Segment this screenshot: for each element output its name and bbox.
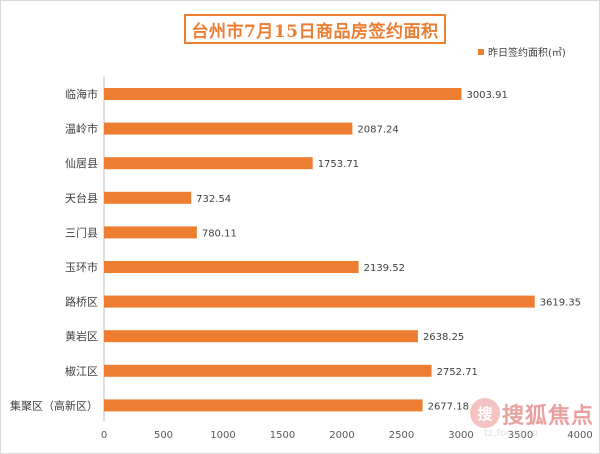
bar [104,226,197,239]
watermark-text: 搜狐焦点 [502,404,595,429]
watermark: 搜 搜狐焦点 tz.focus.cn [470,396,596,444]
category-label: 黄岩区 [65,329,98,343]
data-label: 732.54 [196,194,231,205]
data-label: 2087.24 [357,125,398,136]
legend: 昨日签约面积(㎡) [478,44,566,59]
legend-swatch [478,48,484,55]
chart-title: 台州市7月15日商品房签约面积 [191,21,439,42]
x-tick-label: 2000 [329,430,354,441]
bar [104,88,462,100]
x-tick-label: 4000 [567,430,592,441]
category-label: 路桥区 [65,296,98,309]
data-label: 2638.25 [423,332,464,343]
data-label: 780.11 [202,228,237,239]
category-label: 集聚区（高新区） [10,398,98,412]
data-label: 3003.91 [466,90,507,101]
category-label: 仙居县 [65,157,98,170]
bar [104,364,432,377]
x-tick-label: 1500 [270,430,295,441]
x-tick-label: 2500 [389,430,414,441]
category-label: 椒江区 [65,364,98,378]
bar [104,157,313,170]
x-tick-label: 1000 [210,430,235,441]
bar [104,122,353,135]
data-label: 2752.71 [437,367,478,378]
category-label: 温岭市 [65,122,98,136]
bar [104,261,359,273]
watermark-logo-icon: 搜 [470,398,500,428]
x-tick-label: 3000 [448,430,473,441]
legend-label: 昨日签约面积(㎡) [488,48,566,59]
data-label: 1753.71 [318,159,359,170]
category-label: 玉环市 [65,260,98,274]
category-label: 三门县 [65,225,98,239]
watermark-url: tz.focus.cn [484,428,539,439]
x-tick-label: 0 [101,430,107,441]
x-tick-label: 3500 [508,430,533,441]
bar [104,399,423,412]
data-label: 2677.18 [428,401,469,412]
bar [104,330,418,343]
x-tick-label: 500 [154,430,173,441]
category-label: 天台县 [65,191,98,205]
chart-title-box: 台州市7月15日商品房签约面积 [184,14,446,44]
bar [104,295,535,308]
data-label: 2139.52 [364,263,405,274]
category-label: 临海市 [65,87,98,101]
bar [104,191,192,204]
data-label: 3619.35 [540,298,581,309]
